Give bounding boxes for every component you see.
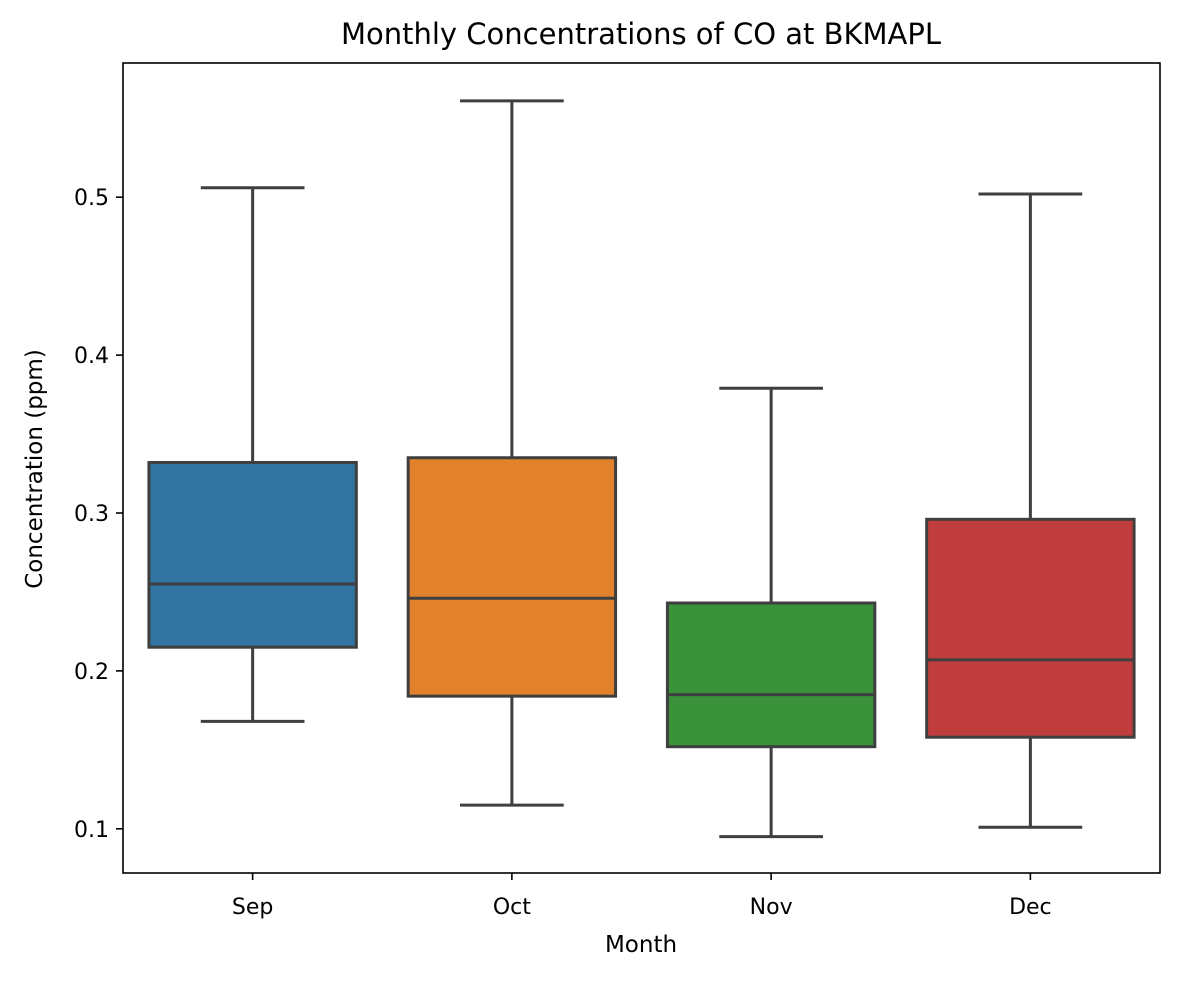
y-tick-label: 0.2 [74, 660, 109, 685]
box-group-nov [665, 386, 877, 839]
y-tick-label: 0.1 [74, 818, 109, 843]
y-tick-label: 0.4 [74, 344, 109, 369]
x-tick-label: Nov [750, 895, 793, 920]
x-tick-label: Oct [493, 895, 531, 920]
y-tick-label: 0.5 [74, 186, 109, 211]
chart-title: Monthly Concentrations of CO at BKMAPL [341, 17, 941, 51]
box-group-oct [406, 99, 618, 807]
y-axis-label: Concentration (ppm) [22, 349, 48, 589]
box-sep [147, 460, 358, 649]
box-nov [665, 601, 877, 749]
x-tick-label: Dec [1009, 895, 1052, 920]
box-group-dec [925, 192, 1136, 829]
y-tick-label: 0.3 [74, 502, 109, 527]
box-oct [406, 456, 618, 698]
box-group-sep [147, 186, 358, 723]
box-dec [925, 517, 1136, 739]
plot-area [147, 99, 1136, 839]
axes: 0.1 0.2 0.3 0.4 0.5 Sep Oct Nov Dec [74, 62, 1161, 920]
axes-frame [122, 62, 1161, 874]
x-axis-label: Month [605, 932, 677, 958]
x-tick-label: Sep [232, 895, 273, 920]
